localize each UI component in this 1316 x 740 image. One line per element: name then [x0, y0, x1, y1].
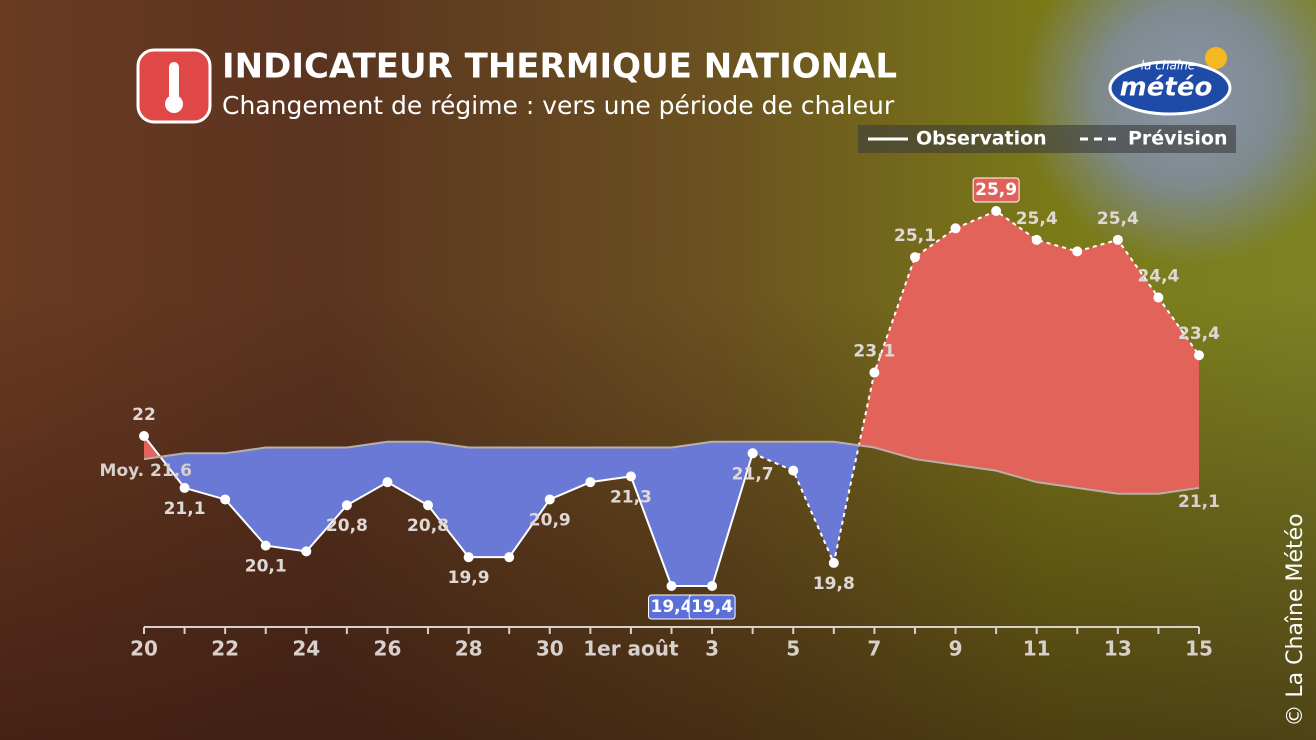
area-below [144, 441, 1199, 586]
value-label: 20,1 [245, 557, 287, 577]
point [179, 482, 190, 493]
point [260, 540, 271, 551]
x-tick-label: 28 [455, 637, 483, 661]
subtitle: Changement de régime : vers une période … [222, 91, 895, 120]
value-label: 20,9 [529, 510, 571, 530]
value-label: 21,1 [164, 499, 206, 519]
brand-top: la chaîne [1141, 59, 1195, 73]
point [909, 252, 920, 263]
point [1112, 234, 1123, 245]
copyright: © La Chaîne Météo [1283, 513, 1308, 726]
thermo-tube [169, 62, 179, 100]
label-box [972, 177, 1020, 203]
point [747, 448, 758, 459]
point [220, 494, 231, 505]
title: INDICATEUR THERMIQUE NATIONAL [222, 47, 897, 87]
point [139, 431, 149, 441]
point [423, 500, 434, 511]
point [625, 471, 636, 482]
point [707, 581, 718, 591]
label-box [688, 594, 736, 620]
point [463, 552, 474, 563]
normal-name: Moy. [100, 461, 145, 481]
x-tick-label: 15 [1185, 637, 1213, 661]
point [1153, 292, 1164, 303]
value-label: 23,1 [853, 342, 895, 362]
value-label: 19,8 [813, 574, 855, 594]
x-tick-label: 30 [536, 637, 564, 661]
normal-label: 21,1 [1178, 492, 1220, 512]
point [950, 223, 961, 234]
point [504, 552, 515, 563]
point [1031, 234, 1042, 245]
normal-label: Moy. 21,6 [100, 461, 192, 481]
point [382, 477, 393, 488]
x-tick-label: 22 [211, 637, 239, 661]
thermo-bulb [165, 95, 183, 113]
value-label: 21,3 [610, 487, 652, 507]
value-label: 19,9 [448, 568, 490, 588]
brand: météo [1120, 73, 1213, 103]
point [666, 581, 677, 591]
point [788, 465, 799, 476]
value-label: 19,4 [691, 597, 733, 617]
x-tick-label: 24 [292, 637, 320, 661]
point [828, 557, 839, 568]
value-label: 25,1 [894, 226, 936, 246]
value-label: 20,8 [407, 516, 449, 536]
value-label: 22 [132, 405, 156, 425]
normal-value: 21,1 [1178, 492, 1220, 512]
value-label: 25,4 [1016, 209, 1058, 229]
line [143, 435, 754, 587]
point [1194, 350, 1204, 361]
x-tick-label: 7 [867, 637, 881, 661]
value-label: 24,4 [1137, 267, 1179, 287]
value-label: 25,9 [975, 180, 1017, 200]
value-label: 19,4 [651, 597, 693, 617]
normal-value: 21,6 [150, 461, 192, 481]
x-tick-label: 26 [374, 637, 402, 661]
logo [1108, 60, 1232, 116]
value-label: 23,4 [1178, 324, 1220, 344]
value-label: 25,4 [1097, 209, 1139, 229]
x-tick-label: 11 [1023, 637, 1051, 661]
x-tick-label: 3 [705, 637, 719, 661]
point [869, 367, 880, 378]
x-tick-label: 5 [786, 637, 800, 661]
legend-label: Prévision [1128, 128, 1227, 150]
point [1072, 246, 1083, 257]
value-label: 21,7 [732, 464, 774, 484]
legend [858, 125, 1236, 153]
logo-sun [1205, 47, 1227, 69]
normal-line [143, 440, 1200, 495]
value-label: 20,8 [326, 516, 368, 536]
point [585, 477, 596, 488]
point [991, 206, 1002, 216]
legend-label: Observation [916, 128, 1047, 150]
point [301, 546, 312, 557]
point [341, 500, 352, 511]
x-tick-label: 20 [130, 637, 158, 661]
x-tick-label: 1er août [583, 637, 679, 661]
point [544, 494, 555, 505]
line [752, 209, 1200, 567]
x-tick-label: 9 [949, 637, 963, 661]
x-tick-label: 13 [1104, 637, 1132, 661]
